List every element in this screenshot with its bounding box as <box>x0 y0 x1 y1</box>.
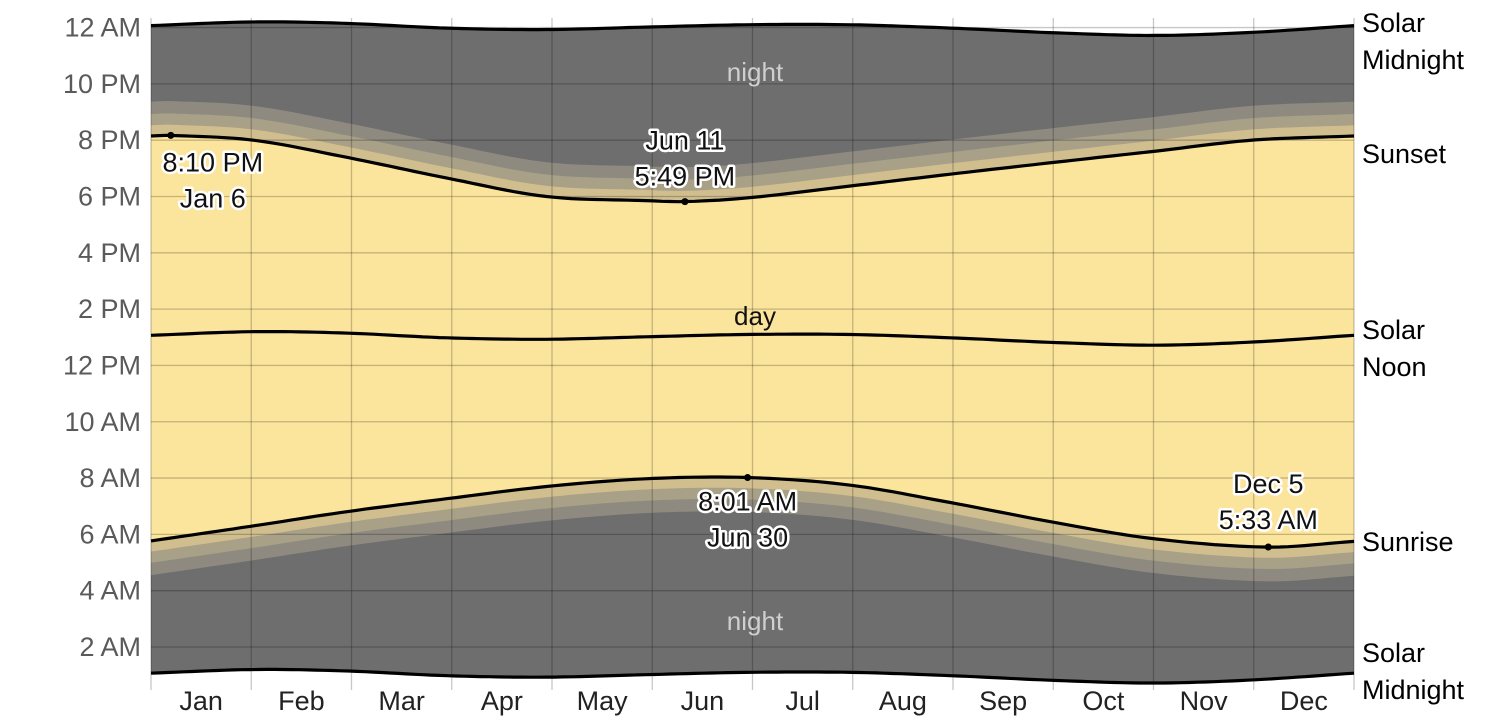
solar-noon-line <box>150 330 1355 347</box>
sunset-min-time-label: 5:49 PM <box>635 162 736 192</box>
x-tick-label-oct: Oct <box>1082 686 1125 716</box>
sunrise-min-date-label: Dec 5 <box>1233 469 1304 499</box>
solar-noon-label-line1: Solar <box>1362 315 1425 345</box>
x-tick-label-feb: Feb <box>278 686 325 716</box>
sunset-max-date-label: Jan 6 <box>180 183 246 213</box>
x-tick-label-dec: Dec <box>1280 686 1328 716</box>
y-tick-label: 8 PM <box>78 125 141 155</box>
y-tick-label: 4 AM <box>79 576 141 606</box>
x-tick-label-nov: Nov <box>1180 686 1229 716</box>
sunset-min-point <box>681 198 689 206</box>
sunrise-label: Sunrise <box>1362 527 1454 557</box>
x-tick-label-apr: Apr <box>481 686 523 716</box>
x-axis-ticks: Jan Feb Mar Apr May Jun Jul Aug Sep Oct Nov Dec <box>179 686 1328 716</box>
daylight-region <box>151 135 1354 548</box>
sunrise-min-point <box>1264 543 1272 551</box>
sunrise-min-time-label: 5:33 AM <box>1219 505 1318 535</box>
solar-midnight-top-label-line2: Midnight <box>1362 45 1465 75</box>
x-tick-label-jan: Jan <box>179 686 223 716</box>
y-axis-ticks: 2 AM 4 AM 6 AM 8 AM 10 AM 12 PM 2 PM 4 PM 6 PM 8 … <box>63 13 141 662</box>
y-tick-label: 12 AM <box>64 13 141 43</box>
sunrise-line <box>150 475 1355 549</box>
y-tick-label: 10 AM <box>64 407 141 437</box>
y-tick-label: 4 PM <box>78 238 141 268</box>
x-tick-label-aug: Aug <box>879 686 927 716</box>
solar-midnight-top-line <box>150 20 1355 38</box>
sunset-line <box>150 133 1355 204</box>
y-tick-label: 6 PM <box>78 182 141 212</box>
y-tick-label: 2 PM <box>78 294 141 324</box>
solar-noon-label-line2: Noon <box>1362 352 1427 382</box>
sunrise-max-point <box>744 474 752 481</box>
grid-lines <box>150 18 1355 690</box>
sunrise-max-date-label: Jun 30 <box>707 523 788 553</box>
x-tick-label-jun: Jun <box>681 686 725 716</box>
solar-midnight-bottom-label-line1: Solar <box>1362 638 1425 668</box>
x-tick-label-mar: Mar <box>378 686 425 716</box>
x-tick-label-jul: Jul <box>785 686 820 716</box>
solar-midnight-bottom-line <box>150 667 1355 685</box>
solar-midnight-bottom-label-line2: Midnight <box>1362 675 1465 705</box>
day-area <box>151 135 1354 548</box>
sunset-label: Sunset <box>1362 139 1447 169</box>
day-label: day <box>734 301 776 331</box>
annotations: 8:10 PM Jan 6 Jun 11 5:49 PM 8:01 AM Jun… <box>160 123 1320 555</box>
y-tick-label: 10 PM <box>63 69 141 99</box>
sunrise-max-time-label: 8:01 AM <box>698 487 797 517</box>
sunset-min-date-label: Jun 11 <box>645 126 724 156</box>
y-tick-label: 8 AM <box>79 463 141 493</box>
y-tick-label: 6 AM <box>79 519 141 549</box>
x-tick-label-sep: Sep <box>979 686 1027 716</box>
night-label-top: night <box>727 57 784 87</box>
y-tick-label: 12 PM <box>63 350 141 380</box>
solar-midnight-top-label-line1: Solar <box>1362 8 1425 38</box>
night-label-bottom: night <box>727 606 784 636</box>
sunset-max-point <box>167 131 175 139</box>
sunset-max-time-label: 8:10 PM <box>163 147 264 177</box>
x-tick-label-may: May <box>577 686 629 716</box>
curves <box>150 20 1355 685</box>
y-tick-label: 2 AM <box>79 632 141 662</box>
